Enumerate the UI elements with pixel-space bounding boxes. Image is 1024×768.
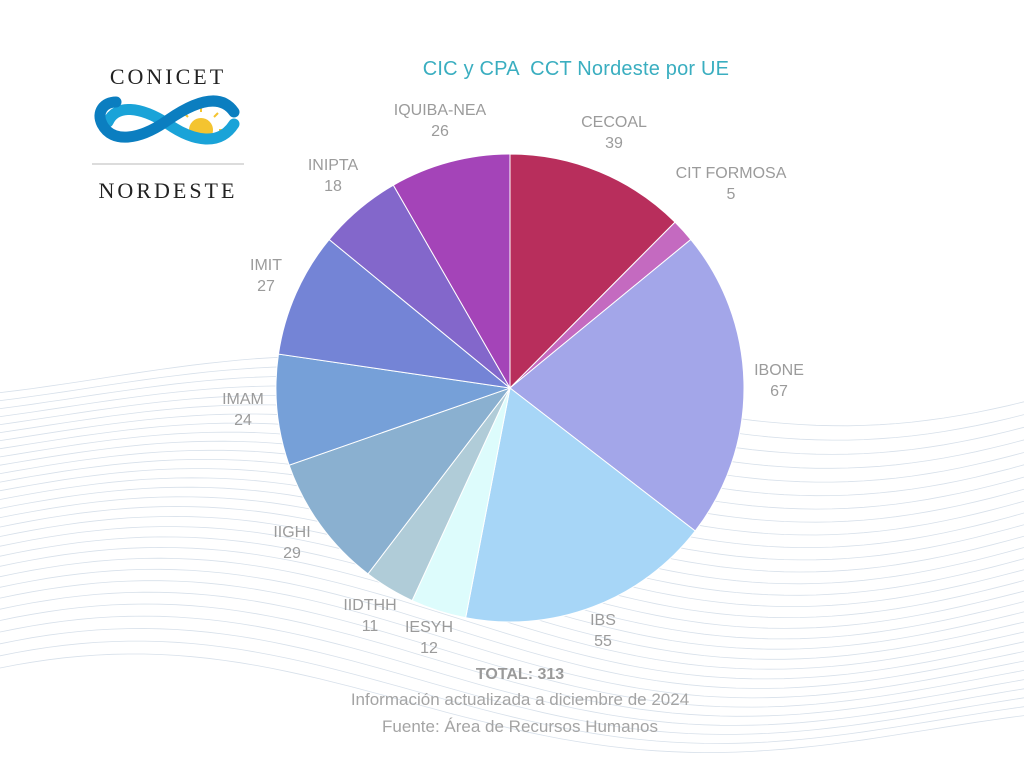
wave-line [0, 603, 1024, 717]
slice-label-name: INIPTA [308, 157, 359, 174]
logo-bottom-text: NORDESTE [99, 178, 238, 203]
slice-label-name: IMIT [250, 257, 282, 274]
slice-label: INIPTA 18 [308, 157, 359, 195]
update-note: Información actualizada a diciembre de 2… [350, 690, 690, 709]
slice-label-name: IBONE [754, 362, 804, 379]
source-note: Fuente: Área de Recursos Humanos [382, 717, 658, 736]
slice-label: IIDTHH 11 [343, 597, 396, 635]
wave-line [0, 568, 1024, 689]
pie-slice-iquiba-nea [392, 153, 511, 390]
slice-label: CECOAL 39 [581, 114, 647, 152]
infinity-icon [94, 95, 240, 145]
slice-label: IIGHI 29 [273, 524, 310, 562]
wave-line [0, 580, 1024, 699]
pie-slice-ibs [465, 387, 696, 623]
slice-label-name: IIDTHH [343, 597, 396, 614]
slice-label: IMIT 27 [250, 257, 282, 295]
slice-label-value: 55 [594, 633, 612, 650]
wave-line [0, 640, 1024, 744]
slice-label-name: CIT FORMOSA [676, 165, 787, 182]
slice-label: IESYH 12 [405, 619, 453, 657]
slice-label: CIT FORMOSA 5 [676, 165, 787, 203]
slice-label-value: 24 [234, 412, 252, 429]
total-label: TOTAL: 313 [475, 666, 565, 683]
slice-label: IBS 55 [590, 612, 616, 650]
slice-label-value: 5 [727, 186, 736, 203]
slice-label-value: 26 [431, 123, 449, 140]
slice-label-value: 12 [420, 640, 438, 657]
pie-slice-imam [275, 353, 511, 466]
pie-slice-ibone [509, 238, 745, 532]
slice-label-name: IMAM [222, 391, 264, 408]
pie-slice-iighi [288, 386, 512, 575]
conicet-nordeste-logo: CONICET NORDESTE [92, 64, 244, 203]
slice-label-name: IBS [590, 612, 616, 629]
chart-title: CIC y CPA CCT Nordeste por UE [422, 58, 730, 80]
slice-label-value: 11 [362, 618, 379, 635]
slice-label-name: IQUIBA-NEA [394, 102, 487, 119]
slice-label-value: 29 [283, 545, 301, 562]
wave-line [0, 546, 1024, 670]
slice-label-value: 39 [605, 135, 623, 152]
pie-slice-cecoal [509, 153, 676, 390]
wave-line [0, 628, 1024, 735]
wave-line [0, 557, 1024, 680]
slice-label-name: IESYH [405, 619, 453, 636]
chart-footer: TOTAL: 313 Información actualizada a dic… [0, 664, 1024, 740]
slice-label: IMAM 24 [222, 391, 264, 429]
slice-label: IBONE 67 [754, 362, 804, 400]
slice-label-name: CECOAL [581, 114, 647, 131]
wave-line [0, 615, 1024, 726]
pie-slice-imit [277, 238, 512, 389]
slice-label-value: 18 [324, 178, 342, 195]
logo-top-text: CONICET [110, 64, 226, 89]
slice-label: IQUIBA-NEA 26 [394, 102, 487, 140]
wave-line [0, 653, 1024, 754]
wave-line [0, 591, 1024, 708]
slice-label-value: 67 [770, 383, 788, 400]
slice-label-name: IIGHI [273, 524, 310, 541]
slice-label-value: 27 [257, 278, 275, 295]
